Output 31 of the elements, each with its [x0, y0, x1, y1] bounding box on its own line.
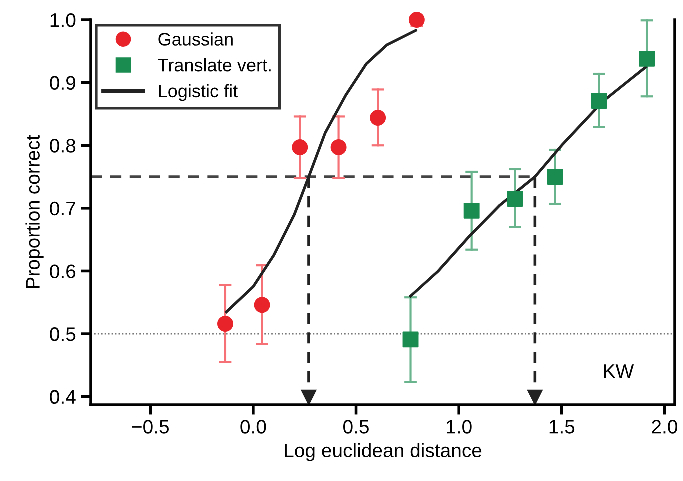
x-tick-label: 2.0	[652, 420, 678, 434]
x-tick-label: 1.5	[550, 420, 575, 434]
y-tick-label: 0.5	[50, 327, 76, 342]
point	[408, 12, 425, 28]
point	[464, 202, 480, 219]
point	[330, 140, 347, 156]
legend-label: Gaussian	[158, 32, 233, 46]
y-tick-label: 0.9	[50, 76, 76, 90]
x-tick-label: 0.5	[344, 420, 369, 434]
point	[591, 93, 608, 109]
y-tick-label: 0.4	[50, 390, 76, 404]
x-tick-label: 0.0	[240, 420, 266, 434]
y-tick-label: 0.8	[50, 139, 76, 153]
x-tick-label: −0.5	[132, 420, 170, 434]
point	[370, 110, 386, 126]
legend-label: Translate vert.	[158, 58, 271, 72]
y-tick-label: 0.7	[50, 202, 76, 216]
y-axis-title: Proportion correct	[26, 135, 44, 288]
point	[547, 169, 564, 185]
point	[507, 191, 524, 207]
x-tick-label: 1.0	[447, 420, 472, 434]
point	[402, 332, 419, 348]
legend-label: Logistic fit	[159, 84, 238, 102]
y-tick-label: 1.0	[50, 13, 76, 28]
annotation: KW	[604, 364, 634, 378]
point	[254, 297, 270, 314]
point	[639, 50, 656, 67]
point	[218, 316, 234, 332]
y-tick-label: 0.6	[50, 264, 76, 278]
x-axis-title: Log euclidean distance	[285, 443, 482, 462]
point	[292, 140, 308, 156]
